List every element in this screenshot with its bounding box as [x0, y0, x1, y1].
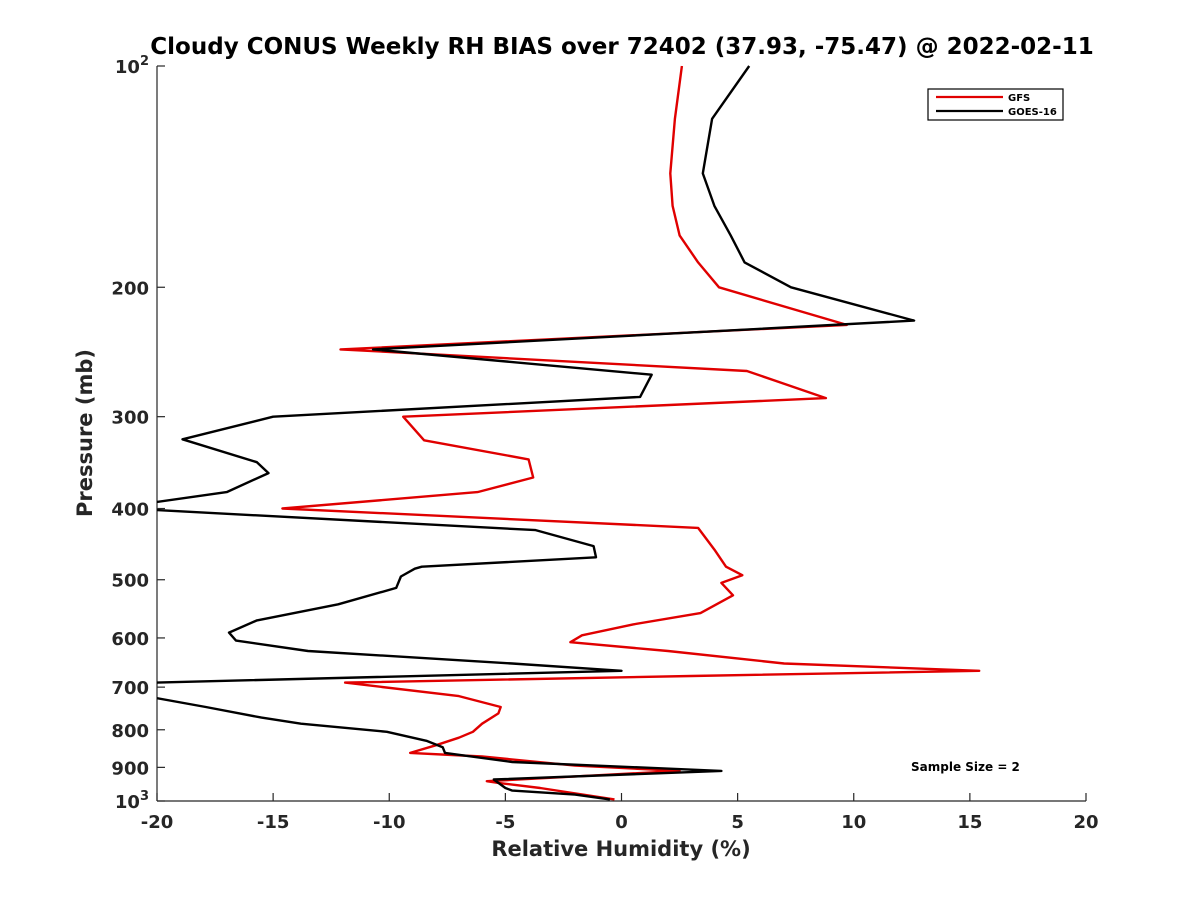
x-tick-label: 0	[615, 812, 628, 833]
chart-title: Cloudy CONUS Weekly RH BIAS over 72402 (…	[150, 34, 1093, 60]
y-tick-label: 200	[111, 278, 149, 299]
y-tick-label: 102	[115, 54, 149, 78]
x-tick-label: 15	[957, 812, 982, 833]
x-tick-label: 10	[841, 812, 866, 833]
sample-size-annotation: Sample Size = 2	[911, 760, 1020, 774]
x-tick-label: -20	[141, 812, 174, 833]
x-axis-label: Relative Humidity (%)	[491, 837, 750, 861]
series-line-goes16	[157, 65, 916, 801]
x-tick-label: 20	[1073, 812, 1098, 833]
y-tick-label: 600	[111, 629, 149, 650]
x-tick-label: -15	[257, 812, 290, 833]
legend-box	[927, 88, 1064, 121]
legend: GFS GOES-16	[927, 88, 1064, 121]
y-tick-label: 700	[111, 678, 149, 699]
legend-label-goes16: GOES-16	[1008, 107, 1057, 118]
plot-area: -20 -15 -10 -5 0 5 10 15 20 102 200 300 400 500 600 70…	[111, 54, 1098, 833]
y-tick-label: 400	[111, 500, 149, 521]
x-tick-label: -10	[373, 812, 406, 833]
x-tick-label: -5	[495, 812, 515, 833]
legend-label-gfs: GFS	[1008, 93, 1030, 104]
y-ticks: 102 200 300 400 500 600 700 800 900 103	[111, 54, 165, 813]
series-layer	[157, 65, 981, 801]
y-axis-label: Pressure (mb)	[73, 349, 97, 517]
x-tick-label: 5	[731, 812, 744, 833]
y-tick-label: 300	[111, 408, 149, 429]
series-line-gfs	[281, 65, 981, 801]
y-tick-label: 900	[111, 758, 149, 779]
y-tick-label: 500	[111, 571, 149, 592]
x-ticks: -20 -15 -10 -5 0 5 10 15 20	[141, 793, 1099, 833]
y-tick-label: 800	[111, 721, 149, 742]
y-tick-label: 103	[115, 789, 149, 813]
